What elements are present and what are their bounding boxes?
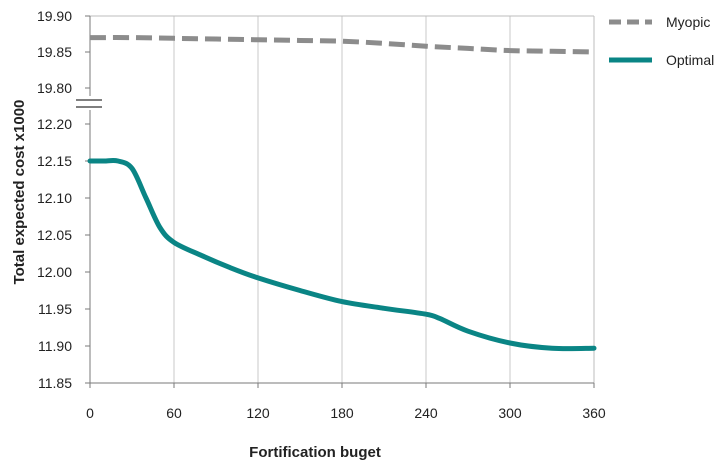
series-line-optimal: [87, 157, 597, 352]
legend-label-myopic: Myopic: [666, 14, 710, 30]
y-tick-label: 11.90: [38, 338, 72, 354]
x-tick-label: 240: [414, 405, 438, 421]
legend-label-optimal: Optimal: [666, 52, 714, 68]
series-lines: [87, 35, 597, 352]
y-tick-label: 12.00: [37, 264, 72, 280]
y-tick-label: 12.05: [37, 227, 72, 243]
x-tick-label: 60: [166, 405, 182, 421]
y-tick-label: 19.90: [37, 8, 72, 24]
x-tick-label: 180: [330, 405, 354, 421]
axes: [76, 15, 595, 388]
x-axis-title: Fortification buget: [249, 444, 381, 461]
series-line-myopic: [89, 35, 595, 55]
x-tick-label: 300: [498, 405, 522, 421]
x-tick-label: 120: [246, 405, 270, 421]
y-tick-label: 11.85: [38, 375, 72, 391]
y-tick-label: 12.15: [37, 153, 72, 169]
legend: Myopic Optimal: [609, 14, 714, 68]
tick-labels: 19.80 19.85 19.90 11.85 11.90 11.95 12.00 12.05…: [37, 8, 606, 421]
y-tick-label: 19.80: [37, 80, 72, 96]
y-axis-title: Total expected cost x1000: [11, 100, 28, 285]
x-tick-label: 360: [582, 405, 606, 421]
y-tick-label: 11.95: [38, 301, 72, 317]
y-tick-label: 12.10: [37, 190, 72, 206]
y-tick-label: 19.85: [37, 44, 72, 60]
y-tick-label: 12.20: [37, 116, 72, 132]
gridlines: [173, 16, 595, 383]
x-tick-label: 0: [86, 405, 94, 421]
